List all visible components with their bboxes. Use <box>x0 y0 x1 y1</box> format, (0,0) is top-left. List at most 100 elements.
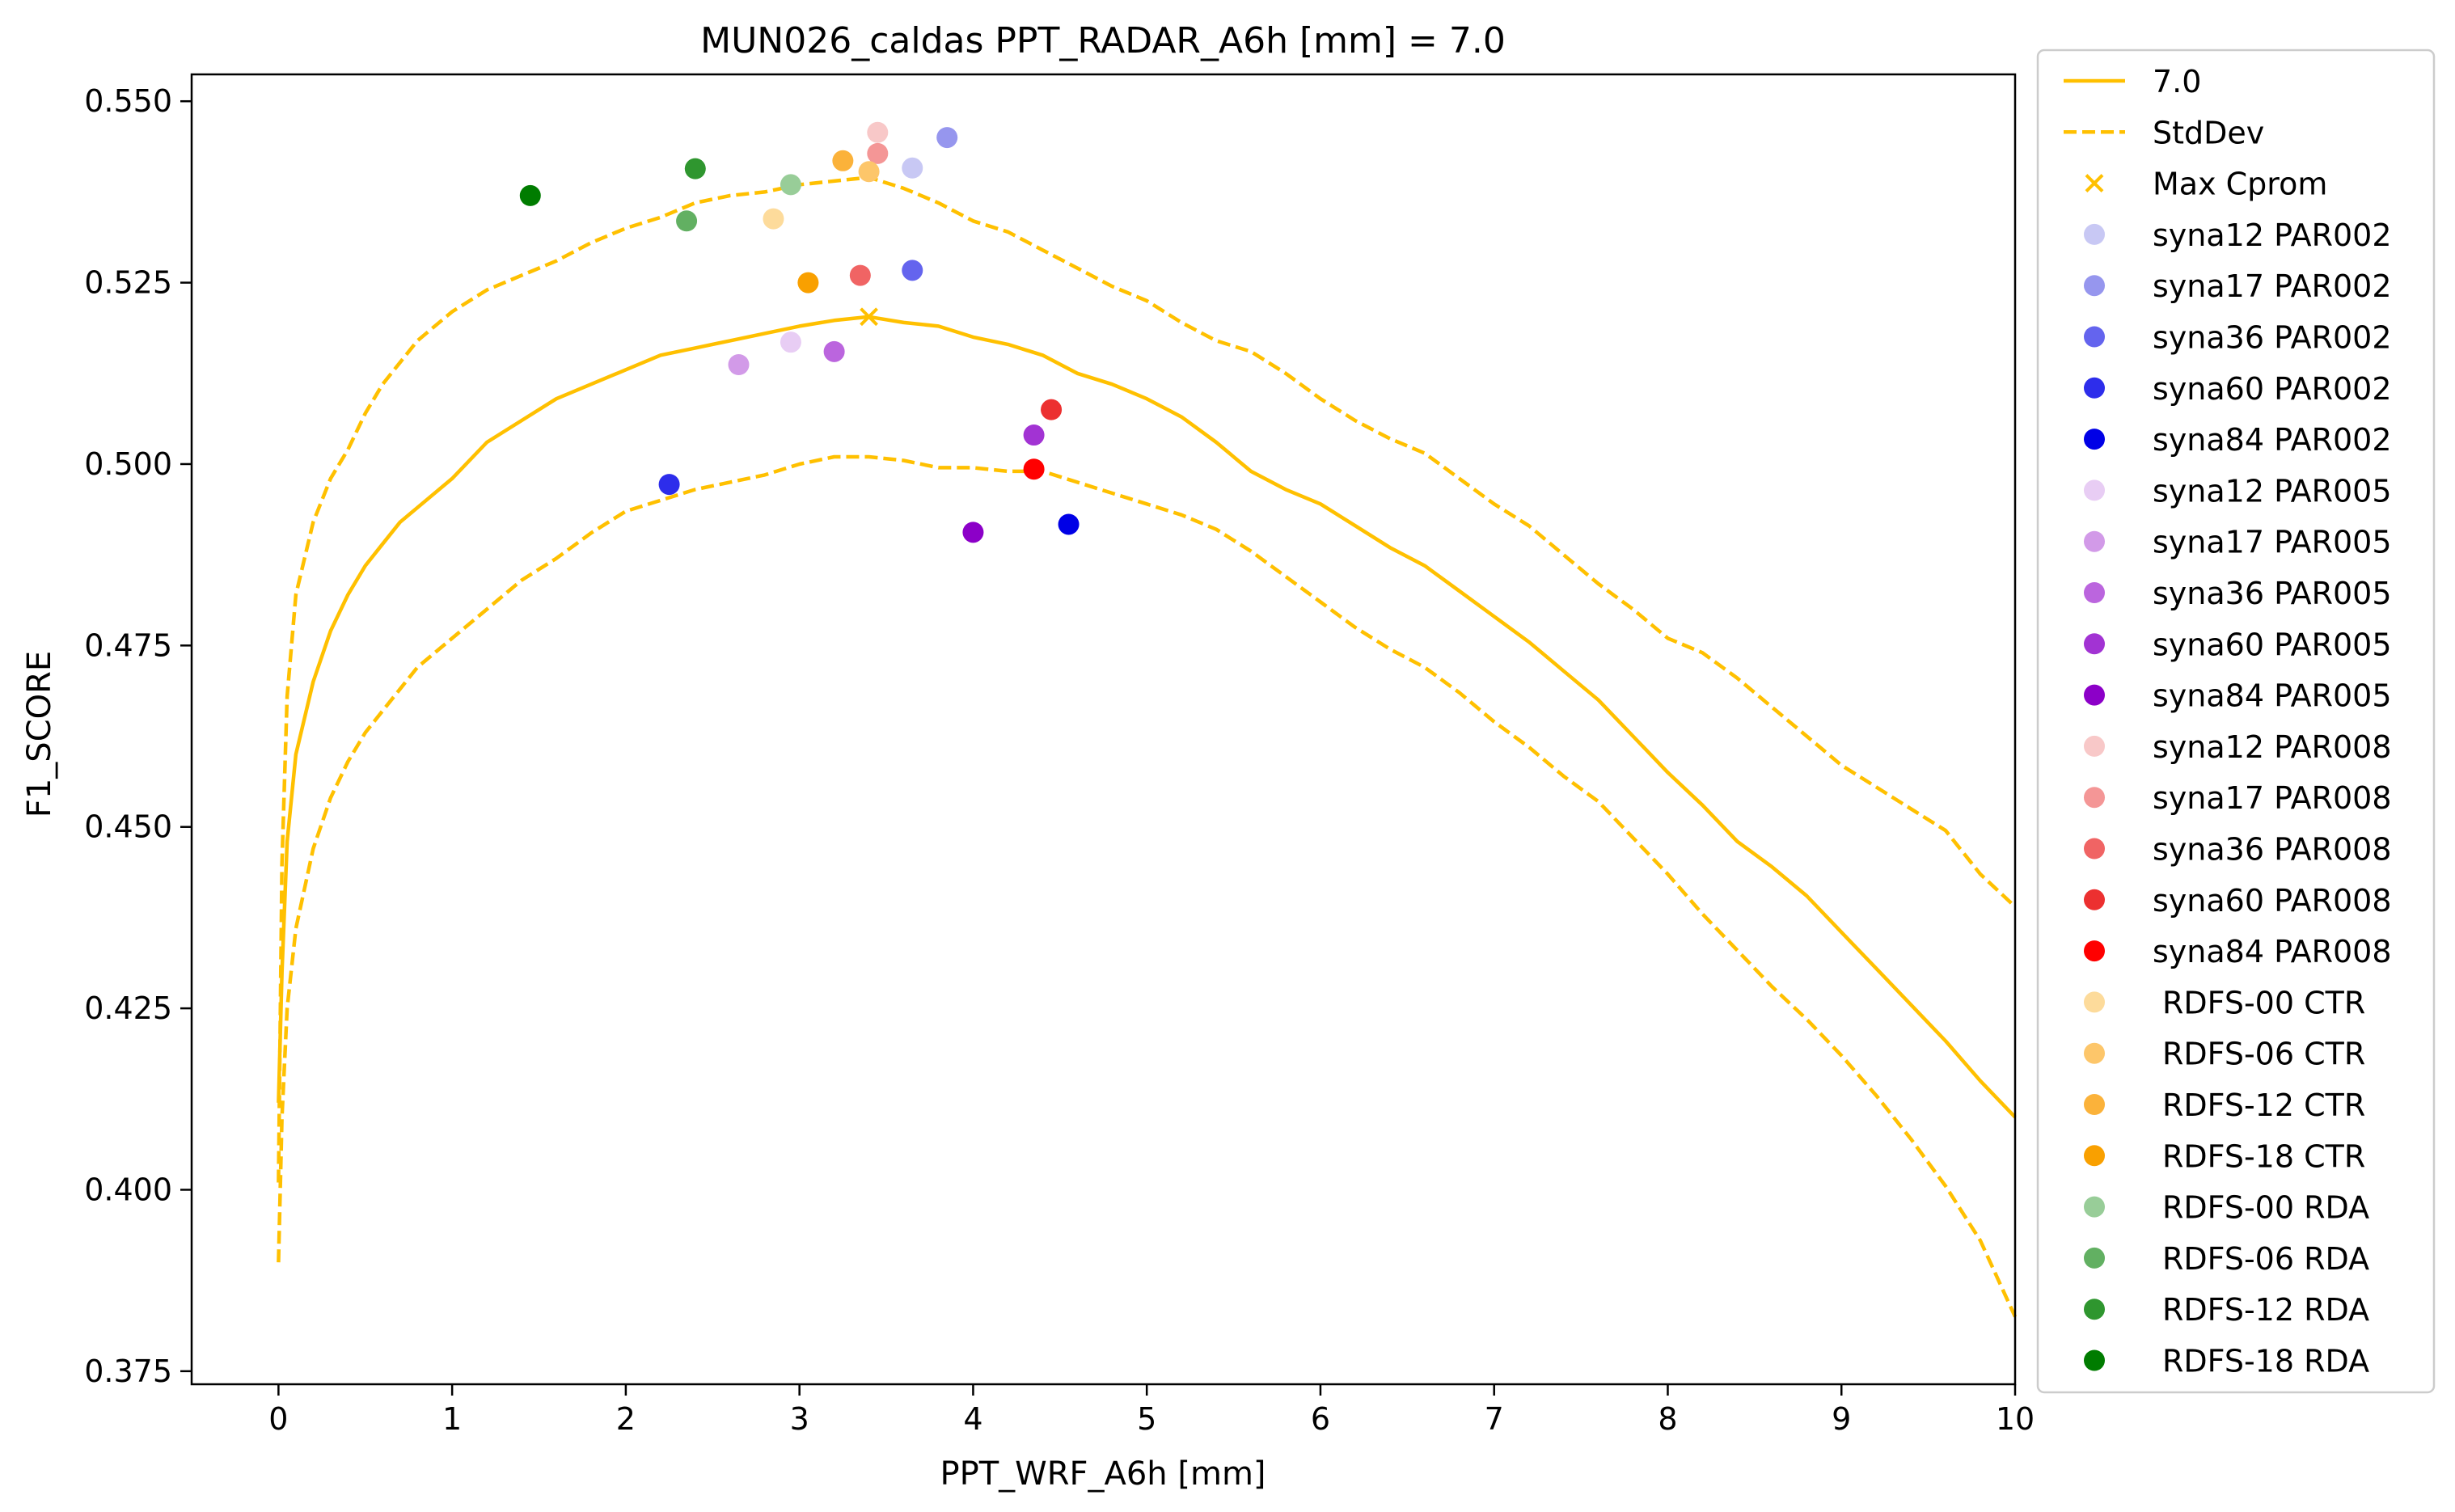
legend-marker-dot <box>2084 479 2105 501</box>
legend-marker-dot <box>2084 1042 2105 1064</box>
legend-label: syna12 PAR002 <box>2153 218 2392 253</box>
x-tick-label: 2 <box>616 1401 636 1437</box>
legend-label: syna17 PAR005 <box>2153 525 2392 560</box>
legend-label: syna84 PAR005 <box>2153 678 2392 714</box>
legend-label: syna36 PAR005 <box>2153 576 2392 611</box>
y-tick-label: 0.450 <box>84 809 172 845</box>
legend-marker-dot <box>2084 838 2105 859</box>
scatter-point <box>797 272 819 294</box>
legend-label: Max Cprom <box>2153 167 2327 202</box>
scatter-point <box>519 184 541 206</box>
legend-marker-dot <box>2084 326 2105 348</box>
legend-marker-dot <box>2084 1299 2105 1320</box>
legend-label: RDFS-00 CTR <box>2162 985 2365 1020</box>
x-axis-ticks: 0 1 2 3 4 5 6 7 8 9 10 <box>268 1384 2035 1437</box>
legend-marker-dot <box>2084 1247 2105 1269</box>
legend-marker-dot <box>2084 1349 2105 1371</box>
legend-marker-dot <box>2084 889 2105 910</box>
legend-marker-dot <box>2084 1145 2105 1167</box>
legend-label: syna17 PAR008 <box>2153 780 2392 816</box>
legend-label: RDFS-12 CTR <box>2162 1088 2365 1123</box>
legend-marker-dot <box>2084 1196 2105 1218</box>
legend: 7.0 StdDev Max Cprom syna12 PAR002 syna17 PA… <box>2036 49 2436 1394</box>
x-tick-label: 6 <box>1311 1401 1330 1437</box>
scatter-point <box>1023 424 1045 446</box>
legend-marker-dot <box>2084 787 2105 809</box>
y-tick-label: 0.500 <box>84 446 172 482</box>
x-tick-label: 8 <box>1658 1401 1677 1437</box>
legend-marker-dot <box>2084 991 2105 1013</box>
scatter-point <box>658 474 680 496</box>
legend-label: StdDev <box>2153 115 2264 150</box>
legend-marker-dot <box>2084 940 2105 962</box>
legend-label: RDFS-18 RDA <box>2162 1344 2369 1379</box>
legend-marker-dot <box>2084 377 2105 399</box>
scatter-point <box>684 158 706 179</box>
scatter-point <box>902 260 923 281</box>
legend-label: RDFS-06 CTR <box>2162 1037 2365 1072</box>
y-tick-label: 0.550 <box>84 83 172 119</box>
legend-box <box>2036 49 2436 1394</box>
legend-label: syna60 PAR008 <box>2153 883 2392 919</box>
y-tick-label: 0.375 <box>84 1354 172 1389</box>
legend-label: RDFS-18 CTR <box>2162 1138 2365 1174</box>
series-line-stddev-upper <box>277 175 2017 1183</box>
x-tick-label: 7 <box>1485 1401 1504 1437</box>
chart-title: MUN026_caldas PPT_RADAR_A6h [mm] = 7.0 <box>700 20 1506 61</box>
legend-marker-dot <box>2084 633 2105 655</box>
scatter-point <box>849 264 871 286</box>
scatter-point <box>763 208 784 230</box>
scatter-point <box>728 354 750 376</box>
scatter-point <box>780 332 801 353</box>
x-tick-label: 4 <box>963 1401 982 1437</box>
legend-label: syna36 PAR008 <box>2153 832 2392 868</box>
plot-frame <box>190 73 2017 1386</box>
y-axis-label: F1_SCORE <box>21 651 58 817</box>
legend-label: RDFS-12 RDA <box>2162 1292 2369 1328</box>
legend-marker-dot <box>2084 429 2105 450</box>
legend-marker-dot <box>2084 223 2105 245</box>
legend-label: syna17 PAR002 <box>2153 268 2392 304</box>
scatter-point <box>867 121 889 143</box>
x-tick-label: 0 <box>268 1401 288 1437</box>
legend-marker-dot <box>2084 1094 2105 1115</box>
scatter-points <box>519 121 1080 543</box>
plot-area <box>277 121 2018 1318</box>
legend-label: syna84 PAR002 <box>2153 422 2392 458</box>
scatter-point <box>1023 458 1045 480</box>
legend-label: syna60 PAR002 <box>2153 371 2392 407</box>
legend-marker-x <box>2085 174 2104 193</box>
scatter-point <box>936 127 958 149</box>
scatter-point <box>858 161 880 183</box>
scatter-point <box>832 150 854 171</box>
legend-label: RDFS-06 RDA <box>2162 1241 2369 1277</box>
legend-marker-dot <box>2084 684 2105 706</box>
x-tick-label: 9 <box>1832 1401 1851 1437</box>
scatter-point <box>676 210 698 232</box>
y-tick-label: 0.425 <box>84 990 172 1026</box>
legend-marker-dot <box>2084 530 2105 552</box>
y-axis-ticks: 0.375 0.400 0.425 0.450 0.475 0.500 0.525 0.550 <box>84 83 192 1389</box>
x-axis-label: PPT_WRF_A6h [mm] <box>940 1455 1266 1493</box>
legend-label: syna36 PAR002 <box>2153 320 2392 356</box>
scatter-point <box>1041 399 1063 420</box>
legend-label: syna60 PAR005 <box>2153 627 2392 662</box>
scatter-point <box>1058 513 1080 535</box>
x-tick-label: 5 <box>1137 1401 1156 1437</box>
x-tick-label: 1 <box>442 1401 462 1437</box>
scatter-point <box>962 522 984 543</box>
x-tick-label: 10 <box>1996 1401 2035 1437</box>
legend-label: RDFS-00 RDA <box>2162 1190 2369 1226</box>
scatter-point <box>867 142 889 164</box>
y-tick-label: 0.525 <box>84 265 172 301</box>
y-tick-label: 0.475 <box>84 627 172 663</box>
scatter-point <box>823 340 845 362</box>
max-cprom-marker <box>860 307 878 327</box>
legend-marker-dot <box>2084 735 2105 757</box>
legend-label: 7.0 <box>2153 64 2201 99</box>
legend-label: syna12 PAR008 <box>2153 729 2392 765</box>
scatter-point <box>780 174 801 196</box>
legend-marker-dot <box>2084 275 2105 297</box>
x-tick-label: 3 <box>790 1401 809 1437</box>
